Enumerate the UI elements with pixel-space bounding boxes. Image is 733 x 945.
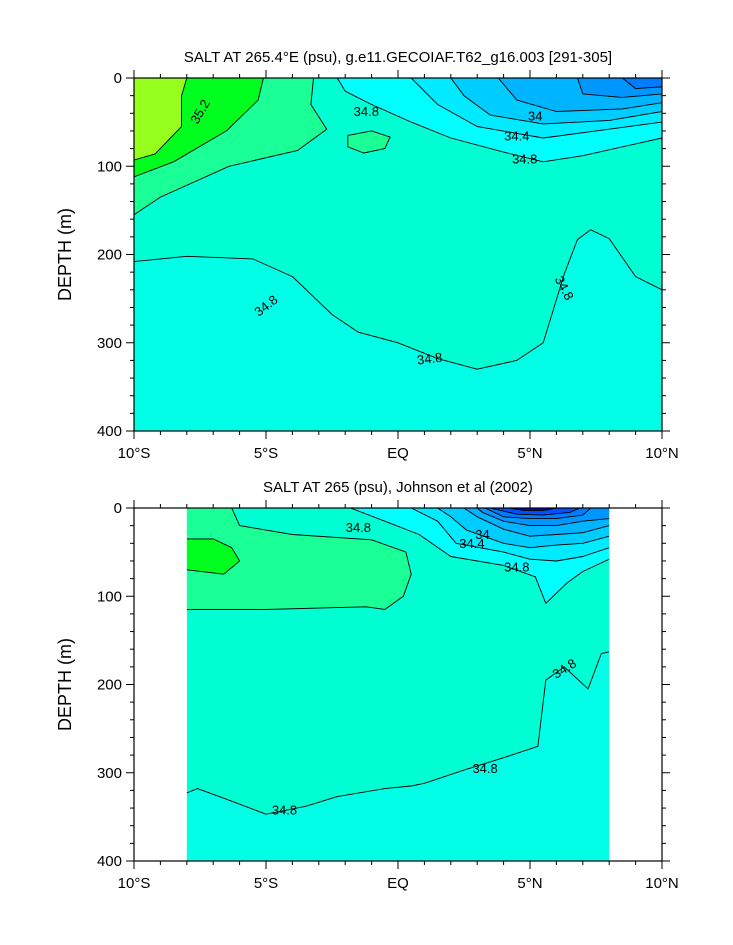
contour-34.8-upper bbox=[336, 78, 662, 163]
contour-label: 34.8 bbox=[346, 520, 371, 535]
contour-34.0 bbox=[577, 78, 662, 98]
contour-label: 34.8 bbox=[354, 104, 379, 119]
region-extreme-salinity bbox=[134, 78, 187, 161]
contour-lines bbox=[134, 78, 662, 370]
contour-34.2 bbox=[463, 508, 610, 537]
x-tick-label: 10°N bbox=[645, 445, 679, 462]
x-tick-label: 5°N bbox=[517, 445, 542, 462]
contour-34.4 bbox=[437, 508, 610, 549]
region-deep-water-below-34.8 bbox=[134, 229, 662, 431]
y-tick-label: 300 bbox=[97, 335, 122, 352]
contour-34.2 bbox=[497, 78, 662, 112]
chart-title: SALT AT 265 (psu), Johnson et al (2002) bbox=[263, 479, 533, 496]
contour-34.8-deep bbox=[186, 651, 610, 815]
x-tick-label: 5°S bbox=[254, 445, 278, 462]
contour-34.8-deep bbox=[134, 229, 662, 370]
contour-33.8 bbox=[622, 78, 662, 90]
x-tick-label: 10°S bbox=[118, 875, 151, 892]
y-tick-label: 100 bbox=[97, 588, 122, 605]
contour-label: 34.8 bbox=[512, 152, 537, 167]
contour-label: 34 bbox=[528, 108, 542, 123]
region-salty-core-west bbox=[186, 508, 412, 610]
contour-34.6 bbox=[410, 78, 662, 139]
contour-label: 34.8 bbox=[504, 560, 529, 575]
region-deep-water-below-34.8 bbox=[186, 651, 610, 861]
contour-33.6 bbox=[490, 508, 581, 516]
x-tick-label: EQ bbox=[387, 875, 409, 892]
x-tick-label: 10°S bbox=[118, 445, 151, 462]
contour-label: 34.8 bbox=[416, 350, 443, 368]
y-axis-label: DEPTH (m) bbox=[55, 638, 75, 731]
contour-35.2 bbox=[186, 538, 241, 575]
contour-label: 34.4 bbox=[504, 129, 529, 144]
y-tick-label: 0 bbox=[114, 70, 122, 87]
contour-33.8 bbox=[484, 508, 592, 520]
contour-34.0 bbox=[476, 508, 610, 527]
contour-fills bbox=[134, 78, 662, 431]
contour-label: 34.8 bbox=[472, 761, 497, 776]
x-tick-label: 10°N bbox=[645, 875, 679, 892]
contour-34.4 bbox=[450, 78, 662, 125]
x-tick-label: 5°N bbox=[517, 875, 542, 892]
y-tick-label: 200 bbox=[97, 247, 122, 264]
contour-35.0 bbox=[186, 508, 412, 610]
contour-lines bbox=[186, 508, 610, 815]
y-tick-label: 100 bbox=[97, 158, 122, 175]
contour-label: 34.8 bbox=[272, 802, 297, 817]
contour-34.6 bbox=[410, 508, 610, 562]
region-max-salinity-core bbox=[186, 538, 240, 575]
contour-35.0 bbox=[134, 78, 328, 216]
contour-35.0-eddy bbox=[347, 130, 391, 154]
contour-label: 34.4 bbox=[459, 536, 484, 551]
y-tick-label: 0 bbox=[114, 500, 122, 517]
contour-35.2 bbox=[134, 78, 264, 178]
y-tick-label: 400 bbox=[97, 423, 122, 440]
region-salty-eddy-center bbox=[347, 130, 391, 153]
chart-title: SALT AT 265.4°E (psu), g.e11.GECOIAF.T62… bbox=[184, 49, 612, 66]
x-tick-label: 5°S bbox=[254, 875, 278, 892]
contour-label: 34 bbox=[475, 527, 489, 542]
x-tick-label: EQ bbox=[387, 445, 409, 462]
contour-34.8-upper bbox=[350, 508, 610, 604]
y-axis-label: DEPTH (m) bbox=[55, 208, 75, 301]
contour-35.4 bbox=[134, 78, 188, 161]
y-tick-label: 300 bbox=[97, 765, 122, 782]
contour-33.4 bbox=[508, 508, 557, 512]
y-tick-label: 200 bbox=[97, 677, 122, 694]
y-tick-label: 400 bbox=[97, 853, 122, 870]
